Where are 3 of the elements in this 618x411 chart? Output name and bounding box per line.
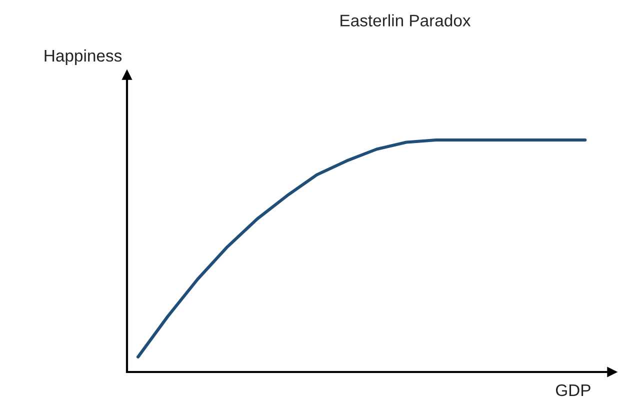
y-axis-title: Happiness (44, 49, 122, 65)
chart-title: Easterlin Paradox (340, 14, 471, 26)
x-axis-title: GDP (556, 384, 590, 396)
